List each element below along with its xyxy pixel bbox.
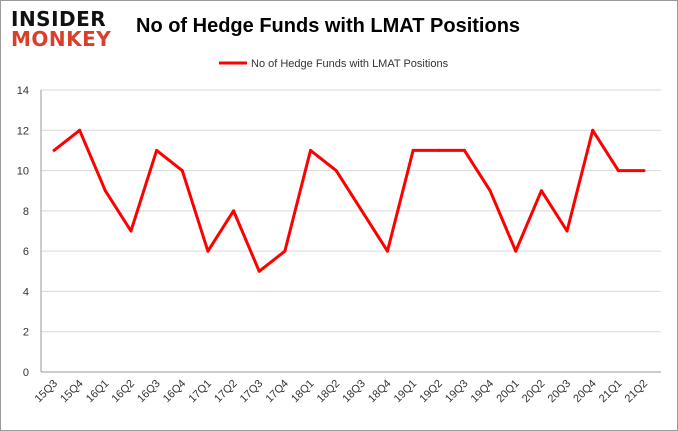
data-point (52, 148, 56, 152)
x-tick-label: 17Q3 (238, 378, 266, 406)
x-tick-label: 19Q3 (443, 378, 471, 406)
x-tick-label: 20Q4 (571, 378, 599, 406)
data-point (257, 269, 261, 273)
logo-line2: MONKEY (11, 27, 112, 51)
x-tick-label: 16Q2 (110, 378, 138, 406)
x-tick-label: 20Q2 (520, 378, 548, 406)
series-line (53, 128, 644, 273)
x-tick-label: 18Q3 (340, 378, 368, 406)
y-tick-label: 10 (17, 166, 29, 178)
y-tick-label: 4 (23, 286, 29, 298)
data-point (232, 209, 236, 213)
x-tick-label: 15Q4 (58, 378, 86, 406)
x-tick-label: 19Q4 (469, 378, 497, 406)
x-tick-label: 16Q1 (84, 378, 112, 406)
data-point (155, 148, 159, 152)
y-tick-label: 0 (23, 367, 29, 379)
logo-line1: INSIDER (11, 7, 107, 31)
data-point (591, 128, 595, 132)
data-point (539, 189, 543, 193)
data-point (78, 128, 82, 132)
x-tick-label: 15Q3 (33, 378, 61, 406)
data-point (411, 148, 415, 152)
data-point (462, 148, 466, 152)
data-point (565, 229, 569, 233)
x-tick-label: 18Q2 (315, 378, 343, 406)
data-point (360, 209, 364, 213)
data-point (334, 169, 338, 173)
y-tick-label: 12 (17, 125, 29, 137)
data-point (385, 249, 389, 253)
x-tick-label: 16Q3 (135, 378, 163, 406)
x-tick-label: 19Q2 (417, 378, 445, 406)
data-point (514, 249, 518, 253)
x-tick-label: 17Q2 (212, 378, 240, 406)
y-tick-label: 8 (23, 206, 29, 218)
chart-title: No of Hedge Funds with LMAT Positions (136, 15, 521, 37)
data-point (309, 148, 313, 152)
x-tick-label: 17Q1 (187, 378, 215, 406)
x-tick-label: 18Q4 (366, 378, 394, 406)
x-tick-label: 19Q1 (392, 378, 420, 406)
x-tick-label: 20Q3 (546, 378, 574, 406)
legend-label: No of Hedge Funds with LMAT Positions (251, 58, 449, 70)
data-point (180, 169, 184, 173)
data-point (642, 169, 646, 173)
y-tick-label: 2 (23, 327, 29, 339)
insider-monkey-logo: INSIDER MONKEY (11, 9, 111, 49)
data-point (103, 189, 107, 193)
data-point (283, 249, 287, 253)
x-tick-label: 16Q4 (161, 378, 189, 406)
data-point (437, 148, 441, 152)
x-tick-label: 18Q1 (289, 378, 317, 406)
data-point (488, 189, 492, 193)
data-point (616, 169, 620, 173)
data-point (129, 229, 133, 233)
x-tick-label: 21Q1 (597, 378, 625, 406)
y-tick-label: 14 (17, 85, 29, 97)
data-point (206, 249, 210, 253)
y-tick-label: 6 (23, 246, 29, 258)
x-tick-label: 21Q2 (623, 378, 651, 406)
x-tick-label: 17Q4 (263, 378, 291, 406)
x-tick-label: 20Q1 (494, 378, 522, 406)
